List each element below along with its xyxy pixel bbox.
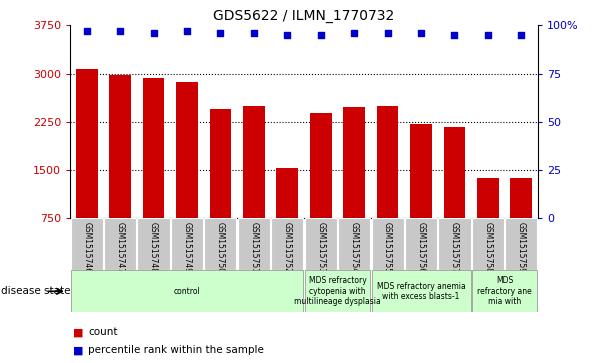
Point: [483, 32, 493, 38]
Bar: [176, 82, 198, 218]
Point: [215, 30, 225, 36]
Bar: [71, 218, 103, 270]
Bar: [377, 106, 398, 218]
Point: [81, 28, 91, 34]
Text: disease state: disease state: [1, 286, 71, 296]
Bar: [371, 270, 471, 312]
Text: MDS
refractory ane
mia with: MDS refractory ane mia with: [477, 276, 532, 306]
Bar: [143, 78, 164, 218]
Bar: [511, 178, 532, 218]
Text: GSM1515748: GSM1515748: [149, 222, 158, 273]
Text: MDS refractory
cytopenia with
multilineage dysplasia: MDS refractory cytopenia with multilinea…: [294, 276, 381, 306]
Point: [449, 32, 460, 38]
Point: [282, 32, 292, 38]
Bar: [243, 106, 264, 218]
Bar: [109, 76, 131, 218]
Point: [316, 32, 326, 38]
Bar: [137, 218, 170, 270]
Bar: [371, 218, 404, 270]
Bar: [444, 127, 465, 218]
Bar: [472, 270, 537, 312]
Text: ■: ■: [73, 345, 83, 355]
Text: count: count: [88, 327, 118, 337]
Point: [182, 28, 192, 34]
Text: GSM1515755: GSM1515755: [383, 222, 392, 273]
Text: GSM1515756: GSM1515756: [416, 222, 426, 273]
Text: GSM1515746: GSM1515746: [82, 222, 91, 273]
Text: GSM1515752: GSM1515752: [283, 222, 292, 273]
Bar: [344, 107, 365, 218]
Text: GSM1515753: GSM1515753: [316, 222, 325, 273]
Bar: [438, 218, 471, 270]
Bar: [271, 218, 303, 270]
Text: GSM1515749: GSM1515749: [182, 222, 192, 273]
Bar: [171, 218, 203, 270]
Text: percentile rank within the sample: percentile rank within the sample: [88, 345, 264, 355]
Bar: [305, 218, 337, 270]
Bar: [505, 218, 537, 270]
Bar: [305, 270, 370, 312]
Text: ■: ■: [73, 327, 83, 337]
Bar: [71, 270, 303, 312]
Text: GSM1515758: GSM1515758: [483, 222, 492, 273]
Text: GSM1515759: GSM1515759: [517, 222, 526, 273]
Point: [383, 30, 393, 36]
Point: [148, 30, 158, 36]
Text: GSM1515750: GSM1515750: [216, 222, 225, 273]
Text: GSM1515757: GSM1515757: [450, 222, 459, 273]
Bar: [238, 218, 270, 270]
Point: [349, 30, 359, 36]
Bar: [310, 113, 331, 218]
Bar: [472, 218, 504, 270]
Point: [249, 30, 259, 36]
Text: GSM1515747: GSM1515747: [116, 222, 125, 273]
Bar: [210, 109, 231, 218]
Bar: [477, 178, 499, 218]
Bar: [405, 218, 437, 270]
Point: [416, 30, 426, 36]
Point: [115, 28, 125, 34]
Point: [517, 32, 527, 38]
Bar: [277, 168, 298, 218]
Title: GDS5622 / ILMN_1770732: GDS5622 / ILMN_1770732: [213, 9, 395, 23]
Bar: [76, 69, 97, 218]
Bar: [338, 218, 370, 270]
Text: GSM1515751: GSM1515751: [249, 222, 258, 273]
Text: control: control: [174, 287, 200, 296]
Text: MDS refractory anemia
with excess blasts-1: MDS refractory anemia with excess blasts…: [377, 282, 465, 301]
Bar: [104, 218, 136, 270]
Bar: [204, 218, 237, 270]
Bar: [410, 123, 432, 218]
Text: GSM1515754: GSM1515754: [350, 222, 359, 273]
